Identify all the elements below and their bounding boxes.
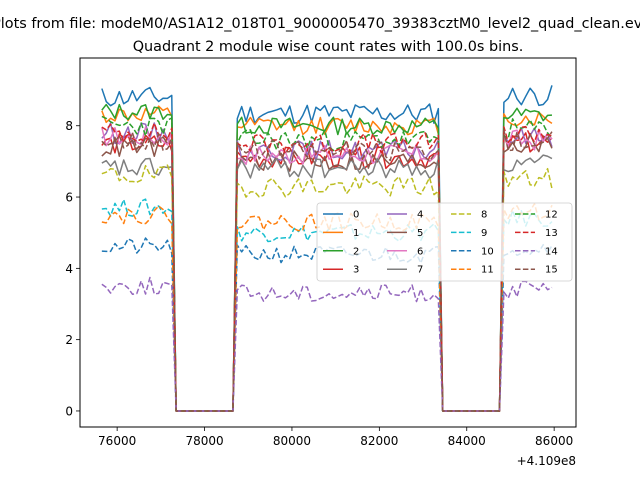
y-tick-label: 0 <box>65 404 73 418</box>
series-line-14 <box>101 276 553 412</box>
chart-title: Quadrant 2 module wise count rates with … <box>133 39 524 55</box>
legend-label-5: 5 <box>417 228 423 239</box>
legend-label-8: 8 <box>481 210 487 221</box>
legend-label-0: 0 <box>353 210 359 221</box>
series-line-7 <box>101 154 553 412</box>
legend-label-4: 4 <box>417 210 423 221</box>
x-axis-ticks: 76000 78000 80000 82000 84000 86000 <box>98 427 573 448</box>
figure-suptitle: Plots from file: modeM0/AS1A12_018T01_90… <box>0 16 640 32</box>
x-axis-offset-text: +4.109e8 <box>517 454 576 468</box>
x-tick-label: 82000 <box>360 434 398 448</box>
series-line-8 <box>101 164 553 412</box>
x-tick-label: 84000 <box>448 434 486 448</box>
legend-label-14: 14 <box>545 246 558 257</box>
legend-label-6: 6 <box>417 246 423 257</box>
x-tick-label: 78000 <box>185 434 223 448</box>
legend-box <box>316 202 573 282</box>
legend-label-15: 15 <box>545 265 558 276</box>
y-tick-label: 6 <box>65 191 73 205</box>
y-tick-label: 8 <box>65 119 73 133</box>
axes-frame <box>79 57 577 428</box>
y-axis-ticks: 0 2 4 6 8 <box>65 119 80 418</box>
legend-label-9: 9 <box>481 228 487 239</box>
legend-label-7: 7 <box>417 265 423 276</box>
legend-label-10: 10 <box>481 246 494 257</box>
y-tick-label: 2 <box>65 333 73 347</box>
legend-label-11: 11 <box>481 265 494 276</box>
legend-label-2: 2 <box>353 246 359 257</box>
legend-label-1: 1 <box>353 228 359 239</box>
series-line-15 <box>101 129 553 412</box>
legend-label-3: 3 <box>353 265 359 276</box>
y-tick-label: 4 <box>65 262 73 276</box>
x-tick-label: 86000 <box>535 434 573 448</box>
legend-label-13: 13 <box>545 228 558 239</box>
series-layer <box>101 85 553 412</box>
legend-label-12: 12 <box>545 210 558 221</box>
x-tick-label: 80000 <box>273 434 311 448</box>
x-tick-label: 76000 <box>98 434 136 448</box>
